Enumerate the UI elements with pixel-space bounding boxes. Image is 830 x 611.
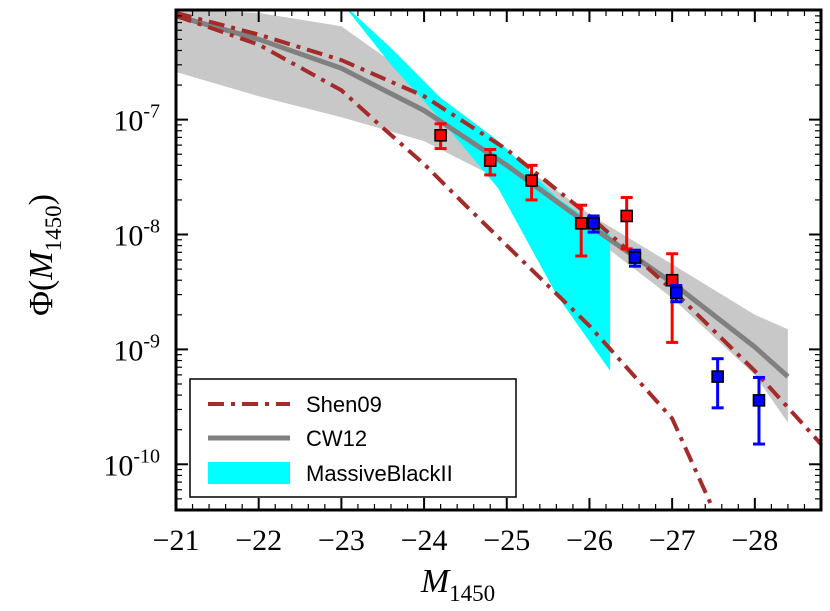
x-tick-label: −27: [649, 524, 696, 557]
x-tick-label: −22: [235, 524, 282, 557]
legend: Shen09 CW12 MassiveBlackII: [189, 378, 517, 498]
y-tick-label: 10-9: [113, 330, 160, 367]
axis-ticks: [175, 9, 822, 511]
blue-data-point: [752, 394, 766, 407]
x-tick-label: −21: [153, 524, 200, 557]
x-axis-title-sub: 1450: [449, 581, 495, 606]
y-axis-title-prefix: Φ(: [23, 280, 60, 316]
y-tick-label-exponent: -8: [143, 216, 160, 238]
legend-massiveblack-swatch: [208, 462, 290, 484]
y-tick-label-base: 10: [103, 449, 133, 482]
x-axis-title-base: M: [420, 563, 451, 600]
blue-data-point: [711, 370, 724, 383]
legend-cw12-label: CW12: [306, 426, 367, 451]
x-tick-labels: −21 −22 −23 −24 −25 −26 −27 −28: [153, 524, 779, 557]
cw12-line: [176, 13, 790, 379]
blue-data-point: [587, 217, 600, 230]
y-axis-title: Φ(M1450): [23, 194, 66, 316]
y-tick-label: 10-10: [103, 445, 160, 482]
y-tick-label-exponent: -7: [143, 101, 160, 123]
red-data-point: [525, 174, 538, 187]
legend-shen09-label: Shen09: [306, 392, 382, 417]
red-data-point: [434, 129, 447, 142]
y-axis-title-suffix: ): [23, 194, 60, 205]
y-tick-label-exponent: -9: [143, 330, 160, 352]
x-tick-label: −24: [401, 524, 448, 557]
y-tick-label: 10-7: [113, 101, 160, 138]
x-tick-label: −26: [566, 524, 613, 557]
blue-data-point: [628, 251, 642, 264]
y-tick-label-base: 10: [113, 105, 143, 138]
x-tick-label: −25: [483, 524, 530, 557]
blue-data-point: [669, 286, 683, 300]
y-tick-label-exponent: -10: [133, 445, 160, 467]
shen09-lower-line: [176, 14, 716, 510]
cw12-band: [176, 10, 788, 423]
red-data-point: [620, 209, 633, 223]
y-tick-label-base: 10: [113, 334, 143, 367]
y-tick-labels: 10-710-810-910-10: [103, 101, 160, 483]
plot-area: [176, 10, 821, 510]
y-tick-label: 10-8: [113, 216, 160, 253]
x-tick-label: −23: [318, 524, 365, 557]
legend-massiveblack-label: MassiveBlackII: [306, 461, 453, 486]
x-tick-label: −28: [731, 524, 778, 557]
red-data-point: [574, 217, 588, 230]
y-axis-title-base: M: [23, 250, 60, 281]
shen09-upper-line: [176, 10, 821, 446]
red-data-point: [483, 154, 497, 167]
x-axis-title: M1450: [420, 563, 495, 606]
y-tick-label-base: 10: [113, 220, 143, 253]
y-axis-title-sub: 1450: [41, 205, 66, 251]
